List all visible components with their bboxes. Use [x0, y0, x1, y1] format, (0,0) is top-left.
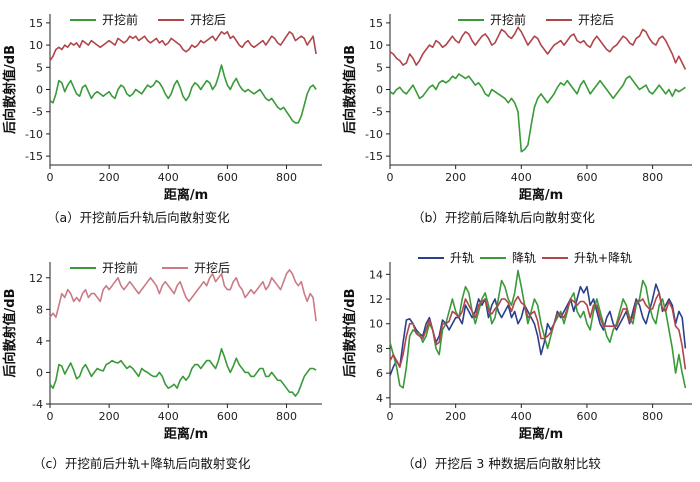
x-tick-label: 200	[99, 410, 120, 423]
y-tick-label: 12	[29, 272, 43, 285]
series-line-1	[49, 347, 317, 397]
x-tick-label: 400	[158, 410, 179, 423]
series-line-2	[49, 30, 317, 62]
y-tick-label: -4	[32, 398, 43, 411]
y-tick-label: -10	[25, 128, 43, 141]
y-tick-label: 0	[36, 366, 43, 379]
series-line-2	[389, 26, 687, 70]
y-tick-label: 4	[376, 392, 383, 405]
legend-label: 升轨+降轨	[574, 251, 632, 265]
y-tick-label: 12	[369, 293, 383, 306]
y-tick-label: 5	[36, 61, 43, 74]
y-tick-label: 8	[36, 303, 43, 316]
y-tick-label: -15	[365, 150, 383, 163]
y-tick-label: 15	[369, 17, 383, 30]
x-tick-label: 800	[642, 171, 663, 184]
y-tick-label: 8	[376, 342, 383, 355]
x-tick-label: 600	[576, 171, 597, 184]
panel-caption: （c）开挖前后升轨+降轨后向散射变化	[33, 456, 251, 471]
x-tick-label: 600	[576, 410, 597, 423]
y-axis-label: 后向散射值/dB	[2, 289, 18, 378]
x-tick-label: 0	[387, 410, 394, 423]
series-line-1	[389, 283, 687, 376]
legend-label: 开挖前	[102, 260, 138, 275]
legend-label: 升轨	[450, 251, 474, 265]
panel-b: 0 200 400 600 800 -15 -10 -5 0 5 10 15 距离/m 后向散射值/dB 开…	[342, 12, 692, 225]
series-line-3	[389, 292, 687, 370]
series-line-1	[49, 64, 317, 124]
x-tick-label: 600	[217, 171, 238, 184]
y-tick-label: 6	[376, 367, 383, 380]
legend-label: 降轨	[512, 251, 536, 265]
x-tick-label: 200	[99, 171, 120, 184]
x-axis-label: 距离/m	[519, 187, 563, 203]
y-axis-label: 后向散射值/dB	[342, 289, 358, 378]
legend-label: 开挖后	[578, 12, 614, 27]
y-tick-label: -5	[372, 106, 383, 119]
x-axis-label: 距离/m	[164, 187, 208, 203]
x-axis-label: 距离/m	[164, 426, 208, 442]
x-tick-label: 800	[642, 410, 663, 423]
x-tick-label: 0	[47, 410, 54, 423]
panel-caption: （d）开挖后 3 种数据后向散射比较	[402, 456, 601, 471]
panel-caption: （a）开挖前后升轨后向散射变化	[47, 210, 230, 225]
y-tick-label: 15	[29, 17, 43, 30]
y-tick-label: -15	[25, 150, 43, 163]
x-axis-label: 距离/m	[519, 426, 563, 442]
x-tick-label: 400	[511, 171, 532, 184]
legend-label: 开挖前	[102, 12, 138, 27]
x-tick-label: 400	[158, 171, 179, 184]
x-tick-label: 800	[276, 410, 297, 423]
y-tick-label: 4	[36, 335, 43, 348]
y-tick-label: 14	[369, 268, 383, 281]
legend-label: 开挖后	[194, 260, 230, 275]
legend-label: 开挖后	[190, 12, 226, 27]
y-axis-label: 后向散射值/dB	[2, 45, 18, 134]
y-tick-label: 10	[29, 39, 43, 52]
x-tick-label: 200	[445, 410, 466, 423]
y-tick-label: 10	[369, 39, 383, 52]
y-tick-label: 0	[36, 84, 43, 97]
x-tick-label: 400	[511, 410, 532, 423]
x-tick-label: 800	[276, 171, 297, 184]
series-line-2	[389, 269, 687, 389]
panel-d: 0 200 400 600 800 4 6 8 10 12 14 距离/m 后向散射值/dB 升轨 降轨 升轨…	[342, 251, 692, 471]
y-axis-label: 后向散射值/dB	[342, 45, 358, 134]
x-tick-label: 600	[217, 410, 238, 423]
panel-a: 0 200 400 600 800 -15 -10 -5 0 5 10 15 距离/m 后向散射值/dB 开…	[2, 12, 322, 225]
panel-c: 0 200 400 600 800 -4 0 4 8 12 距离/m 后向散射值/dB 开挖前 开挖后 （c…	[2, 260, 322, 471]
x-tick-label: 0	[47, 171, 54, 184]
y-tick-label: 0	[376, 84, 383, 97]
legend-label: 开挖前	[490, 12, 526, 27]
y-tick-label: 10	[369, 318, 383, 331]
x-tick-label: 200	[445, 171, 466, 184]
series-line-1	[389, 73, 686, 153]
series-line-2	[49, 269, 317, 322]
panel-caption: （b）开挖前后降轨后向散射变化	[412, 210, 595, 225]
y-tick-label: -10	[365, 128, 383, 141]
x-tick-label: 0	[387, 171, 394, 184]
y-tick-label: -5	[32, 106, 43, 119]
y-tick-label: 5	[376, 61, 383, 74]
